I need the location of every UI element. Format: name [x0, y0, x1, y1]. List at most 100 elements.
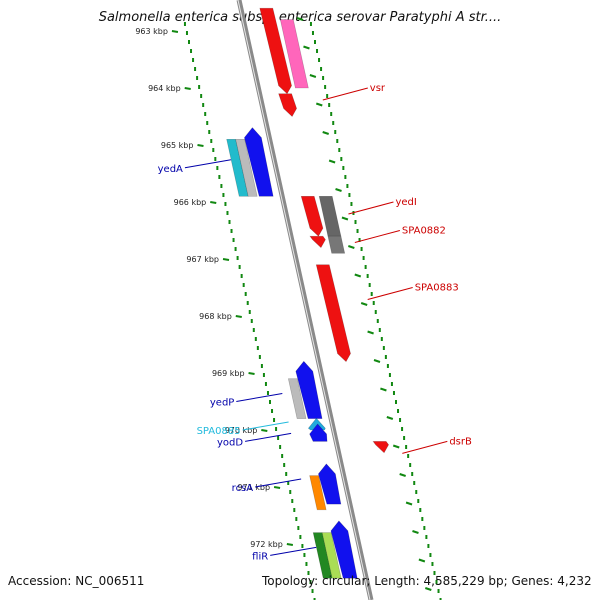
inner-ring-dot: [220, 184, 223, 188]
outer-ring-dot: [421, 517, 424, 521]
inner-ring-dot: [226, 211, 229, 215]
gene-features[interactable]: [226, 7, 389, 579]
outer-ring-dot: [392, 391, 395, 395]
gene-label-dsrb[interactable]: dsrB: [449, 436, 472, 447]
inner-ring-dot: [287, 481, 290, 485]
inner-ring-dot: [240, 274, 243, 278]
outer-ring-dot: [427, 544, 430, 548]
gene-label-flir[interactable]: fliR: [252, 551, 268, 562]
outer-ring-tick: [405, 501, 413, 506]
inner-ring-dot: [264, 382, 267, 386]
inner-ring-dot: [307, 571, 310, 575]
inner-ring-dot: [277, 436, 280, 440]
inner-ring-dot: [297, 526, 300, 530]
outer-ring-tick: [380, 387, 387, 392]
outer-ring-dot: [330, 112, 333, 116]
outer-ring-dot: [407, 454, 410, 458]
label-leader-line: [354, 230, 400, 243]
gene-labels[interactable]: vsr yedI SPA0882 SPA0883 dsrB yedA yedP SPA0885…: [158, 83, 472, 562]
forward-gene-feature[interactable]: [279, 19, 309, 89]
gene-label-spa0885[interactable]: SPA0885: [197, 426, 241, 437]
gene-label-rcsa[interactable]: rcsA: [232, 483, 254, 494]
reverse-gene-feature[interactable]: [330, 520, 358, 579]
outer-ring-tick: [367, 330, 374, 335]
reverse-gene-feature[interactable]: [309, 423, 328, 442]
ruler-tick-label: 972 kbp: [250, 540, 283, 549]
outer-ring-dot: [376, 319, 379, 323]
ruler-tick-mark: [261, 429, 268, 432]
inner-ring-dot: [214, 157, 217, 161]
outer-ring-tick: [322, 131, 330, 135]
forward-gene-feature[interactable]: [372, 441, 389, 454]
outer-ring-dot: [364, 265, 367, 269]
forward-gene-feature[interactable]: [278, 93, 297, 117]
forward-gene-feature[interactable]: [315, 264, 351, 363]
gene-label-yeda[interactable]: yedA: [158, 164, 183, 175]
reverse-gene-feature[interactable]: [321, 532, 342, 579]
ruler-tick-mark: [171, 30, 179, 33]
reverse-gene-feature[interactable]: [295, 360, 323, 419]
backbone-line: [236, 0, 374, 600]
outer-ring-dot: [401, 427, 404, 431]
reverse-gene-feature[interactable]: [287, 378, 307, 419]
forward-gene-feature[interactable]: [300, 196, 324, 237]
inner-ring-dot: [250, 319, 253, 323]
gene-label-yedi[interactable]: yedI: [395, 197, 416, 208]
outer-ring-dot: [386, 364, 389, 368]
inner-ring-dot: [216, 166, 219, 170]
inner-ring-dot: [311, 589, 314, 593]
reverse-gene-feature[interactable]: [309, 475, 327, 511]
outer-ring-dot: [437, 589, 440, 593]
inner-ring-dot: [271, 409, 274, 413]
outer-ring-dot: [413, 481, 416, 485]
outer-ring-dot: [326, 94, 329, 98]
forward-gene-feature[interactable]: [318, 196, 342, 237]
outer-ring-tick: [399, 473, 406, 477]
outer-ring-dot: [382, 346, 385, 350]
label-leader-line: [242, 421, 289, 431]
outer-ring-dot: [429, 553, 432, 557]
outer-ring-tick: [303, 45, 310, 50]
outer-ring-dot: [388, 373, 391, 377]
forward-gene-feature[interactable]: [327, 235, 346, 254]
outer-ring-dot: [362, 256, 365, 260]
outer-ring-dot: [358, 238, 361, 242]
map-title: Salmonella enterica subsp. enterica sero…: [98, 10, 502, 25]
gene-label-yedp[interactable]: yedP: [210, 398, 234, 409]
reverse-gene-feature[interactable]: [244, 127, 274, 197]
outer-ring-tick: [328, 159, 336, 164]
reverse-gene-feature[interactable]: [235, 139, 258, 197]
inner-ring-dot: [228, 220, 231, 224]
inner-ring-dot: [254, 337, 257, 341]
outer-ring-dot: [346, 184, 349, 188]
outer-ring-dot: [419, 508, 422, 512]
inner-ring-dot: [183, 22, 186, 26]
outer-ring-dot: [417, 499, 420, 503]
ruler-tick-mark: [210, 201, 217, 204]
genome-stats-text: Topology: circular; Length: 4,585,229 bp…: [262, 574, 592, 588]
outer-ring-tick: [296, 17, 304, 21]
gene-label-spa0883[interactable]: SPA0883: [415, 283, 459, 294]
forward-gene-feature[interactable]: [259, 7, 292, 95]
gene-label-spa0882[interactable]: SPA0882: [402, 226, 446, 237]
reverse-gene-feature[interactable]: [318, 463, 342, 505]
ruler-tick-label: 967 kbp: [186, 255, 219, 264]
ruler-tick-label: 965 kbp: [161, 141, 194, 150]
inner-ring-dot: [212, 148, 215, 152]
inner-ring-dot: [266, 391, 269, 395]
outer-ring-dot: [318, 58, 321, 62]
ruler-tick-mark: [248, 372, 255, 375]
outer-ring-dot: [356, 229, 359, 233]
inner-ring-dot: [222, 193, 225, 197]
inner-ring-dot: [230, 229, 233, 233]
inner-ring-dot: [200, 94, 203, 98]
backbone-highlight: [237, 0, 371, 600]
outer-ring-dot: [370, 292, 373, 296]
gene-label-vsr[interactable]: vsr: [370, 83, 386, 94]
inner-ring-dot: [208, 130, 211, 134]
gene-label-yodd[interactable]: yodD: [217, 437, 243, 448]
ruler-tick-label: 963 kbp: [135, 27, 168, 36]
inner-ring-dot: [313, 598, 316, 600]
forward-gene-feature[interactable]: [309, 235, 326, 249]
